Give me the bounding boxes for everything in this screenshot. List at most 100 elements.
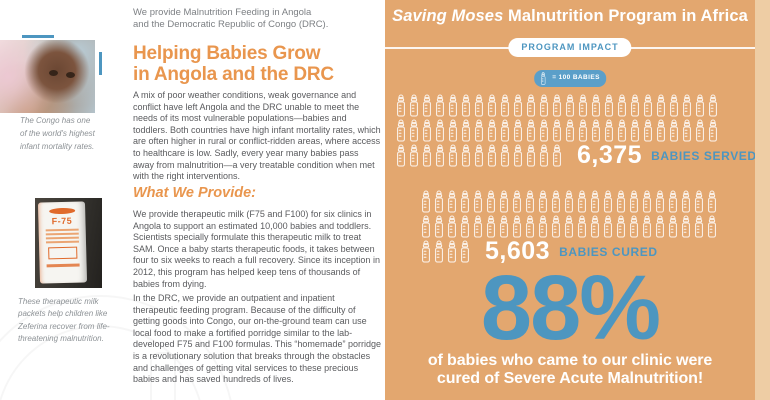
baby-bottle-icon xyxy=(617,215,625,238)
baby-bottle-icon xyxy=(605,94,613,117)
baby-bottle-icon xyxy=(475,94,483,117)
baby-bottle-icon xyxy=(617,190,625,213)
baby-bottle-icon xyxy=(527,119,535,142)
baby-photo-caption: The Congo has one of the world's highest… xyxy=(20,116,95,152)
baby-bottle-icon xyxy=(618,94,626,117)
brochure-left-page: We provide Malnutrition Feeding in Angol… xyxy=(0,7,381,385)
bottle-row xyxy=(396,119,757,142)
baby-bottle-icon xyxy=(656,215,664,238)
accent-line-vertical xyxy=(99,52,102,75)
page-edge-strip xyxy=(755,0,770,400)
baby-bottle-icon xyxy=(500,215,508,238)
baby-bottle-icon xyxy=(566,119,574,142)
bottle-row: 6,375 BABIES SERVED xyxy=(396,143,757,168)
baby-eye xyxy=(66,72,75,78)
baby-bottle-icon xyxy=(552,190,560,213)
baby-bottle-icon xyxy=(630,215,638,238)
baby-bottle-icon xyxy=(513,190,521,213)
baby-bottle-icon xyxy=(709,119,717,142)
baby-bottle-icon xyxy=(644,94,652,117)
baby-bottle-icon xyxy=(474,215,482,238)
program-impact-badge: PROGRAM IMPACT xyxy=(508,38,632,57)
baby-bottle-icon xyxy=(708,215,716,238)
baby-bottle-icon xyxy=(669,190,677,213)
baby-bottle-icon xyxy=(448,215,456,238)
baby-bottle-icon xyxy=(514,94,522,117)
baby-bottle-icon xyxy=(448,240,456,263)
baby-bottle-icon xyxy=(436,144,444,167)
baby-bottle-icon xyxy=(578,215,586,238)
baby-bottle-icon xyxy=(552,215,560,238)
baby-bottle-icon xyxy=(410,144,418,167)
body-paragraph: A mix of poor weather conditions, weak g… xyxy=(133,90,381,182)
baby-bottle-icon xyxy=(565,215,573,238)
baby-bottle-icon xyxy=(527,144,535,167)
baby-bottle-icon xyxy=(514,144,522,167)
baby-bottle-icon xyxy=(410,94,418,117)
baby-bottle-icon xyxy=(436,94,444,117)
baby-bottle-icon xyxy=(462,119,470,142)
baby-bottle-icon xyxy=(631,94,639,117)
baby-bottle-icon xyxy=(435,190,443,213)
baby-bottle-icon xyxy=(487,215,495,238)
milk-packet-photo: F-75 xyxy=(35,198,102,288)
milk-packet: F-75 xyxy=(37,201,88,284)
baby-bottle-icon xyxy=(696,94,704,117)
babies-served-pictograph: 6,375 BABIES SERVED xyxy=(396,94,757,169)
bottle-row: 5,603 BABIES CURED xyxy=(421,237,720,265)
baby-bottle-icon xyxy=(514,119,522,142)
baby-bottle-icon xyxy=(708,190,716,213)
baby-photo xyxy=(0,40,95,113)
cure-rate-percentage: 88% xyxy=(480,257,661,359)
baby-bottle-icon xyxy=(709,94,717,117)
baby-bottle-icon xyxy=(539,215,547,238)
baby-bottle-icon xyxy=(488,119,496,142)
packet-brand-oval xyxy=(48,207,75,215)
legend-text: = 100 BABIES xyxy=(552,74,600,82)
babies-cured-pictograph: 5,603 BABIES CURED xyxy=(421,190,720,265)
baby-bottle-icon xyxy=(461,240,469,263)
baby-bottle-icon xyxy=(475,144,483,167)
baby-bottle-icon xyxy=(644,119,652,142)
baby-bottle-icon xyxy=(591,215,599,238)
baby-bottle-icon xyxy=(591,190,599,213)
baby-bottle-icon xyxy=(605,119,613,142)
baby-bottle-icon xyxy=(540,94,548,117)
baby-bottle-icon xyxy=(422,190,430,213)
cure-rate-caption: of babies who came to our clinic were cu… xyxy=(427,352,713,388)
baby-bottle-icon xyxy=(540,72,546,85)
panel-title-brand: Saving Moses xyxy=(392,7,504,25)
baby-bottle-icon xyxy=(488,144,496,167)
baby-bottle-icon xyxy=(500,190,508,213)
baby-bottle-icon xyxy=(462,94,470,117)
baby-bottle-icon xyxy=(643,190,651,213)
baby-bottle-icon xyxy=(618,119,626,142)
baby-bottle-icon xyxy=(423,144,431,167)
baby-bottle-icon xyxy=(643,215,651,238)
baby-bottle-icon xyxy=(669,215,677,238)
baby-bottle-icon xyxy=(449,119,457,142)
stat-value: 5,603 xyxy=(485,237,551,265)
baby-bottle-icon xyxy=(604,190,612,213)
baby-bottle-icon xyxy=(526,215,534,238)
bottle-row xyxy=(421,190,720,213)
baby-bottle-icon xyxy=(436,119,444,142)
panel-title: Saving Moses Malnutrition Program in Afr… xyxy=(385,0,755,26)
baby-bottle-icon xyxy=(631,119,639,142)
baby-bottle-icon xyxy=(695,190,703,213)
packet-label: F-75 xyxy=(51,215,73,227)
baby-bottle-icon xyxy=(461,190,469,213)
what-we-provide-heading: What We Provide: xyxy=(133,185,256,201)
baby-bottle-icon xyxy=(630,190,638,213)
baby-bottle-icon xyxy=(475,119,483,142)
baby-bottle-icon xyxy=(474,190,482,213)
baby-bottle-icon xyxy=(487,190,495,213)
baby-bottle-icon xyxy=(604,215,612,238)
stat-label: BABIES CURED xyxy=(559,244,658,259)
page-title: Helping Babies Grow in Angola and the DR… xyxy=(133,43,334,85)
baby-bottle-icon xyxy=(592,119,600,142)
baby-bottle-icon xyxy=(696,119,704,142)
baby-bottle-icon xyxy=(657,119,665,142)
baby-bottle-icon xyxy=(423,119,431,142)
intro-text: We provide Malnutrition Feeding in Angol… xyxy=(133,7,329,31)
